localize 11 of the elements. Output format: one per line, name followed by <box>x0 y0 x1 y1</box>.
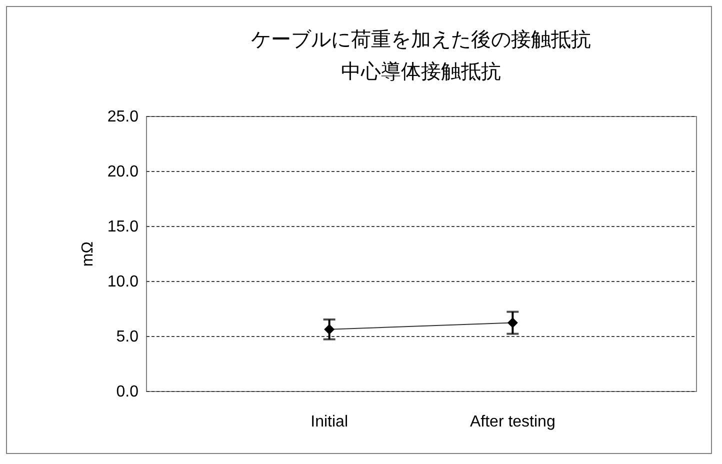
y-tick-label: 0.0 <box>116 384 139 400</box>
y-tick-label: 15.0 <box>107 218 139 236</box>
y-axis-title: mΩ <box>79 241 96 267</box>
chart-title: ケーブルに荷重を加えた後の接触抵抗 <box>251 29 591 51</box>
x-tick-label: Initial <box>310 414 348 430</box>
y-tick-label: 5.0 <box>116 328 139 346</box>
y-tick-label: 20.0 <box>107 164 139 180</box>
chart-subtitle: 中心導体接触抵抗 <box>341 61 501 83</box>
y-tick-label: 10.0 <box>107 274 139 290</box>
y-tick-label: 25.0 <box>107 108 139 126</box>
x-tick-label: After testing <box>470 414 556 430</box>
